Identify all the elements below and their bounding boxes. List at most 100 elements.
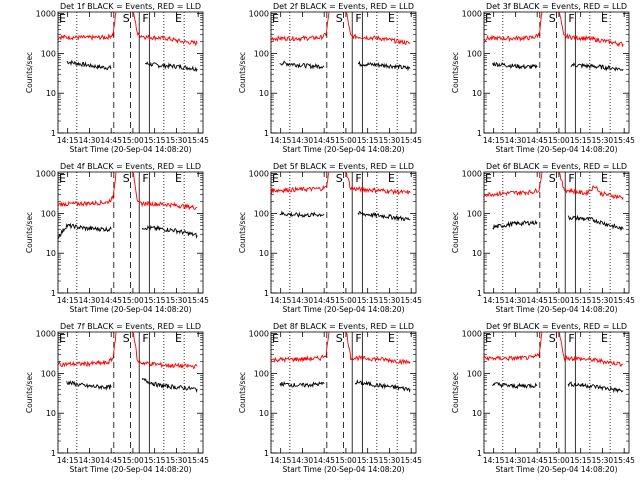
series-events-line	[570, 62, 624, 72]
y-tick-label: 1000	[249, 330, 269, 339]
x-tick-label: 14:30	[292, 456, 314, 465]
marker-label: S	[336, 332, 343, 345]
y-tick-label: 1	[477, 289, 482, 298]
y-tick-label: 1	[264, 129, 269, 138]
series-lld-line	[270, 331, 330, 363]
y-tick-label: 10	[472, 89, 482, 98]
x-axis-label: Start Time (20-Sep-04 14:08:20)	[283, 305, 405, 314]
series-events-line	[354, 379, 411, 393]
marker-label: E	[485, 332, 492, 345]
marker-label: F	[355, 12, 361, 25]
series-lld-line	[57, 331, 117, 368]
panel-title: Det 4f BLACK = Events, RED = LLD	[60, 162, 201, 171]
series-events-line	[492, 61, 538, 70]
x-tick-label: 15:45	[400, 456, 422, 465]
marker-label: E	[59, 172, 66, 185]
series-events-line	[567, 380, 624, 394]
x-tick-label: 15:45	[187, 136, 209, 145]
y-tick-label: 100	[41, 209, 56, 218]
panel-title: Det 5f BLACK = Events, RED = LLD	[273, 162, 414, 171]
panel-title: Det 3f BLACK = Events, RED = LLD	[486, 2, 627, 11]
series-events-line	[141, 378, 198, 393]
y-tick-label: 1000	[36, 10, 56, 19]
x-axis-label: Start Time (20-Sep-04 14:08:20)	[283, 465, 405, 474]
panel-title: Det 9f BLACK = Events, RED = LLD	[486, 322, 627, 331]
marker-label: E	[601, 332, 608, 345]
x-tick-label: 14:30	[505, 456, 527, 465]
x-axis-label: Start Time (20-Sep-04 14:08:20)	[283, 145, 405, 154]
marker-label: E	[388, 12, 395, 25]
x-tick-label: 15:00	[122, 456, 144, 465]
x-tick-label: 14:30	[505, 136, 527, 145]
x-tick-label: 14:15	[483, 296, 505, 305]
series-events-line	[357, 60, 411, 72]
y-tick-label: 10	[46, 89, 56, 98]
x-tick-label: 15:00	[548, 296, 570, 305]
x-tick-label: 14:30	[79, 456, 101, 465]
x-tick-label: 15:30	[592, 456, 614, 465]
x-tick-label: 14:30	[292, 136, 314, 145]
y-axis-label: Counts/sec	[25, 212, 34, 253]
series-lld-line	[132, 11, 198, 47]
y-tick-label: 1	[51, 129, 56, 138]
marker-label: E	[272, 172, 279, 185]
x-tick-label: 15:30	[379, 136, 401, 145]
marker-label: E	[272, 332, 279, 345]
x-tick-label: 15:45	[400, 136, 422, 145]
x-tick-label: 15:30	[379, 456, 401, 465]
marker-label: E	[485, 12, 492, 25]
marker-label: F	[568, 332, 574, 345]
series-lld-line	[57, 171, 117, 208]
x-tick-label: 15:00	[335, 296, 357, 305]
series-lld-line	[57, 11, 117, 41]
x-tick-label: 15:15	[144, 456, 166, 465]
x-tick-label: 14:15	[270, 456, 292, 465]
panel-title: Det 2f BLACK = Events, RED = LLD	[273, 2, 414, 11]
series-lld-line	[483, 171, 543, 197]
x-tick-label: 14:15	[57, 456, 79, 465]
series-events-line	[357, 211, 411, 222]
series-lld-line	[558, 171, 624, 201]
marker-label: S	[123, 332, 130, 345]
marker-label: E	[175, 12, 182, 25]
marker-label: F	[142, 172, 148, 185]
y-axis-label: Counts/sec	[451, 212, 460, 253]
y-tick-label: 1000	[462, 10, 482, 19]
y-tick-label: 100	[41, 49, 56, 58]
x-tick-label: 14:15	[483, 136, 505, 145]
y-tick-label: 1000	[462, 170, 482, 179]
series-events-line	[279, 380, 325, 388]
marker-label: S	[336, 172, 343, 185]
y-tick-label: 100	[254, 369, 269, 378]
series-lld-line	[270, 171, 330, 195]
marker-label: E	[175, 172, 182, 185]
marker-label: S	[123, 172, 130, 185]
y-axis-label: Counts/sec	[451, 372, 460, 413]
y-tick-label: 1000	[36, 330, 56, 339]
x-tick-label: 15:30	[166, 456, 188, 465]
x-tick-label: 15:45	[187, 456, 209, 465]
y-tick-label: 100	[41, 369, 56, 378]
y-tick-label: 1000	[249, 10, 269, 19]
x-tick-label: 15:15	[357, 456, 379, 465]
y-tick-label: 1	[264, 289, 269, 298]
y-tick-label: 10	[472, 409, 482, 418]
x-tick-label: 14:45	[313, 296, 335, 305]
y-tick-label: 1000	[462, 330, 482, 339]
y-tick-label: 1000	[249, 170, 269, 179]
y-tick-label: 1	[51, 449, 56, 458]
y-tick-label: 10	[46, 409, 56, 418]
x-tick-label: 15:00	[335, 456, 357, 465]
x-tick-label: 15:00	[122, 296, 144, 305]
marker-label: E	[59, 332, 66, 345]
x-axis-label: Start Time (20-Sep-04 14:08:20)	[496, 145, 618, 154]
series-events-line	[57, 222, 112, 239]
series-lld-line	[345, 331, 411, 366]
series-events-line	[66, 380, 112, 391]
x-tick-label: 15:30	[592, 296, 614, 305]
